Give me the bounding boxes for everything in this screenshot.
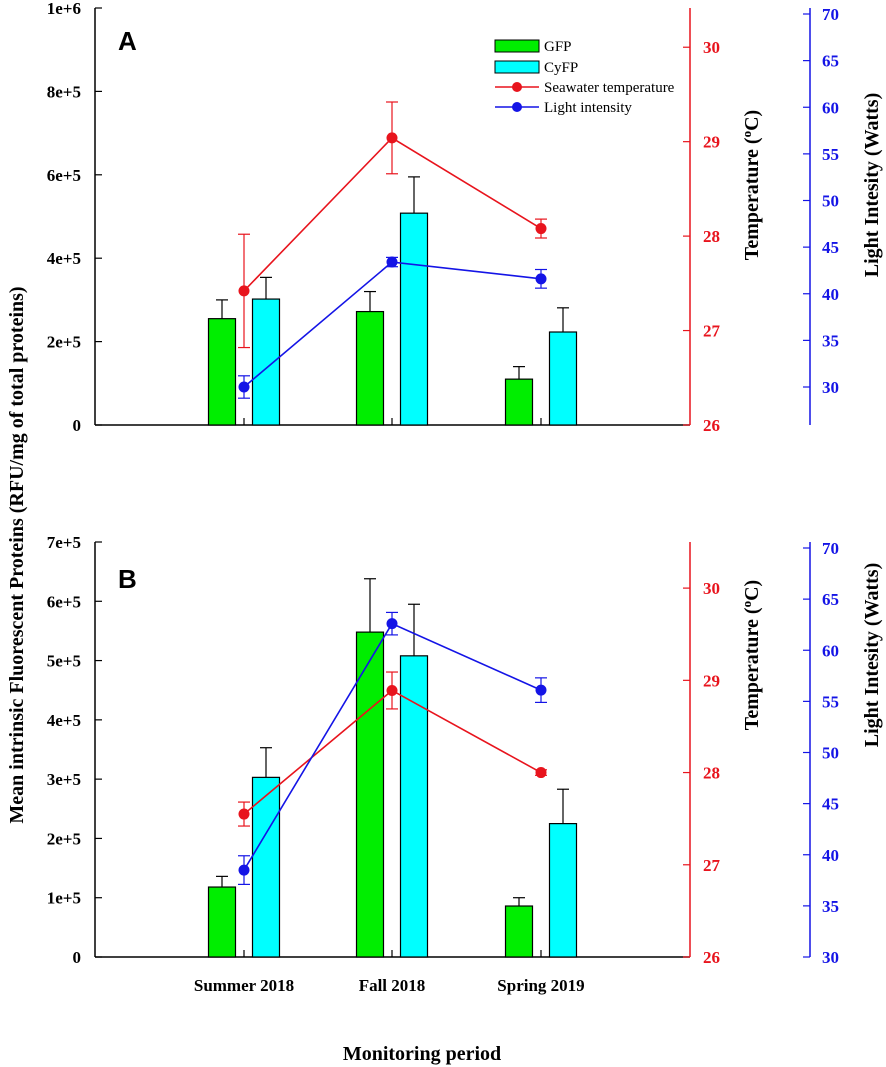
temp-tick-label-a: 30 bbox=[703, 38, 720, 57]
temp-point-a bbox=[238, 285, 250, 297]
y-axis-light-title-a: Light Intesity (Watts) bbox=[861, 93, 883, 277]
left-tick-label-b: 7e+5 bbox=[47, 533, 81, 552]
light-tick-label-a: 65 bbox=[822, 52, 839, 71]
light-point-b bbox=[386, 618, 398, 630]
cyfp-bar-b bbox=[548, 823, 578, 958]
temp-tick-label-a: 28 bbox=[703, 227, 720, 246]
gfp-bar-a bbox=[504, 378, 534, 426]
left-tick-label-b: 4e+5 bbox=[47, 711, 81, 730]
temp-point-b bbox=[535, 767, 547, 779]
temp-point-a bbox=[386, 132, 398, 144]
temp-tick-label-b: 27 bbox=[703, 856, 721, 875]
left-tick-label-a: 4e+5 bbox=[47, 249, 81, 268]
panel-a: 0 2e+5 4e+5 6e+5 8e+5 1e+6 26 27 28 29 30 30 35 40 45 5… bbox=[47, 0, 839, 435]
light-tick-label-a: 60 bbox=[822, 98, 839, 117]
panel-b-letter: B bbox=[118, 564, 137, 594]
temp-title-a-sup: o bbox=[739, 131, 754, 138]
light-tick-label-a: 35 bbox=[822, 331, 839, 350]
light-tick-label-a: 40 bbox=[822, 285, 839, 304]
temp-point-b bbox=[238, 808, 250, 820]
left-tick-label-a: 0 bbox=[73, 416, 82, 435]
temp-title-b-main: Temperature ( bbox=[741, 607, 763, 730]
light-tick-label-b: 50 bbox=[822, 744, 839, 763]
legend-gfp-label: GFP bbox=[544, 39, 572, 55]
category-label: Summer 2018 bbox=[194, 976, 294, 995]
legend-cyfp-label: CyFP bbox=[544, 60, 578, 76]
temp-tick-label-b: 28 bbox=[703, 764, 720, 783]
panel-b: 0 1e+5 2e+5 3e+5 4e+5 5e+5 6e+5 7e+5 26 27 28 29 30 3… bbox=[47, 533, 839, 995]
temp-title-a-end: C) bbox=[741, 110, 763, 131]
gfp-bar-a bbox=[207, 318, 237, 426]
left-tick-label-b: 0 bbox=[73, 948, 82, 967]
light-tick-label-b: 70 bbox=[822, 539, 839, 558]
gfp-bar-b bbox=[504, 905, 534, 958]
temp-point-a bbox=[535, 223, 547, 235]
cyfp-bar-b bbox=[399, 655, 429, 958]
temp-title-a-main: Temperature ( bbox=[741, 137, 763, 260]
gfp-bar-b bbox=[355, 631, 385, 958]
temp-tick-label-a: 27 bbox=[703, 322, 721, 341]
light-tick-label-b: 45 bbox=[822, 795, 839, 814]
y-axis-light-title-b: Light Intesity (Watts) bbox=[861, 563, 883, 747]
left-tick-label-a: 1e+6 bbox=[47, 0, 81, 18]
light-point-a bbox=[386, 256, 398, 268]
temp-tick-label-a: 29 bbox=[703, 133, 720, 152]
light-line-b bbox=[243, 622, 542, 871]
temp-point-b bbox=[386, 684, 398, 696]
legend-light-marker bbox=[512, 102, 522, 112]
temp-tick-label-b: 26 bbox=[703, 948, 720, 967]
light-point-a bbox=[535, 273, 547, 285]
light-tick-label-a: 70 bbox=[822, 5, 839, 24]
light-tick-label-b: 40 bbox=[822, 846, 839, 865]
light-point-b bbox=[535, 684, 547, 696]
temp-tick-label-b: 29 bbox=[703, 671, 720, 690]
temp-tick-label-b: 30 bbox=[703, 579, 720, 598]
light-tick-label-b: 30 bbox=[822, 948, 839, 967]
legend-temp-marker bbox=[512, 82, 522, 92]
light-tick-label-a: 50 bbox=[822, 192, 839, 211]
light-tick-label-b: 60 bbox=[822, 641, 839, 660]
category-label: Spring 2019 bbox=[497, 976, 584, 995]
left-tick-label-b: 1e+5 bbox=[47, 889, 81, 908]
light-line-a bbox=[243, 261, 542, 388]
left-tick-label-a: 8e+5 bbox=[47, 82, 81, 101]
legend-gfp-swatch bbox=[494, 39, 540, 53]
y-axis-temp-title-b: Temperature (oC) bbox=[739, 580, 764, 730]
left-tick-label-a: 2e+5 bbox=[47, 333, 81, 352]
gfp-bar-b bbox=[207, 886, 237, 958]
legend-light-label: Light intensity bbox=[544, 100, 632, 116]
panel-a-letter: A bbox=[118, 26, 137, 56]
legend: GFP CyFP Seawater temperature Light inte… bbox=[494, 39, 675, 116]
left-tick-label-b: 2e+5 bbox=[47, 829, 81, 848]
y-axis-left-title: Mean intrinsic Fluorescent Proteins (RFU… bbox=[6, 286, 28, 823]
temp-title-b-sup: o bbox=[739, 601, 754, 608]
cyfp-bar-b bbox=[251, 776, 281, 958]
light-point-a bbox=[238, 381, 250, 393]
left-tick-label-b: 5e+5 bbox=[47, 652, 81, 671]
gfp-bar-a bbox=[355, 310, 385, 426]
light-tick-label-a: 55 bbox=[822, 145, 839, 164]
cyfp-bar-a bbox=[548, 331, 578, 426]
category-label: Fall 2018 bbox=[359, 976, 426, 995]
cyfp-bar-a bbox=[251, 298, 281, 426]
light-tick-label-b: 65 bbox=[822, 590, 839, 609]
temp-title-b-end: C) bbox=[741, 580, 763, 601]
light-tick-label-a: 45 bbox=[822, 238, 839, 257]
light-tick-label-b: 55 bbox=[822, 692, 839, 711]
left-tick-label-b: 3e+5 bbox=[47, 770, 81, 789]
legend-temp-label: Seawater temperature bbox=[544, 80, 675, 96]
left-tick-label-a: 6e+5 bbox=[47, 166, 81, 185]
x-axis-title: Monitoring period bbox=[343, 1043, 501, 1065]
y-axis-temp-title-a: Temperature (oC) bbox=[739, 110, 764, 260]
light-tick-label-b: 35 bbox=[822, 897, 839, 916]
light-tick-label-a: 30 bbox=[822, 378, 839, 397]
temp-tick-label-a: 26 bbox=[703, 416, 720, 435]
light-point-b bbox=[238, 864, 250, 876]
cyfp-bar-a bbox=[399, 212, 429, 426]
left-tick-label-b: 6e+5 bbox=[47, 592, 81, 611]
legend-cyfp-swatch bbox=[494, 60, 540, 74]
